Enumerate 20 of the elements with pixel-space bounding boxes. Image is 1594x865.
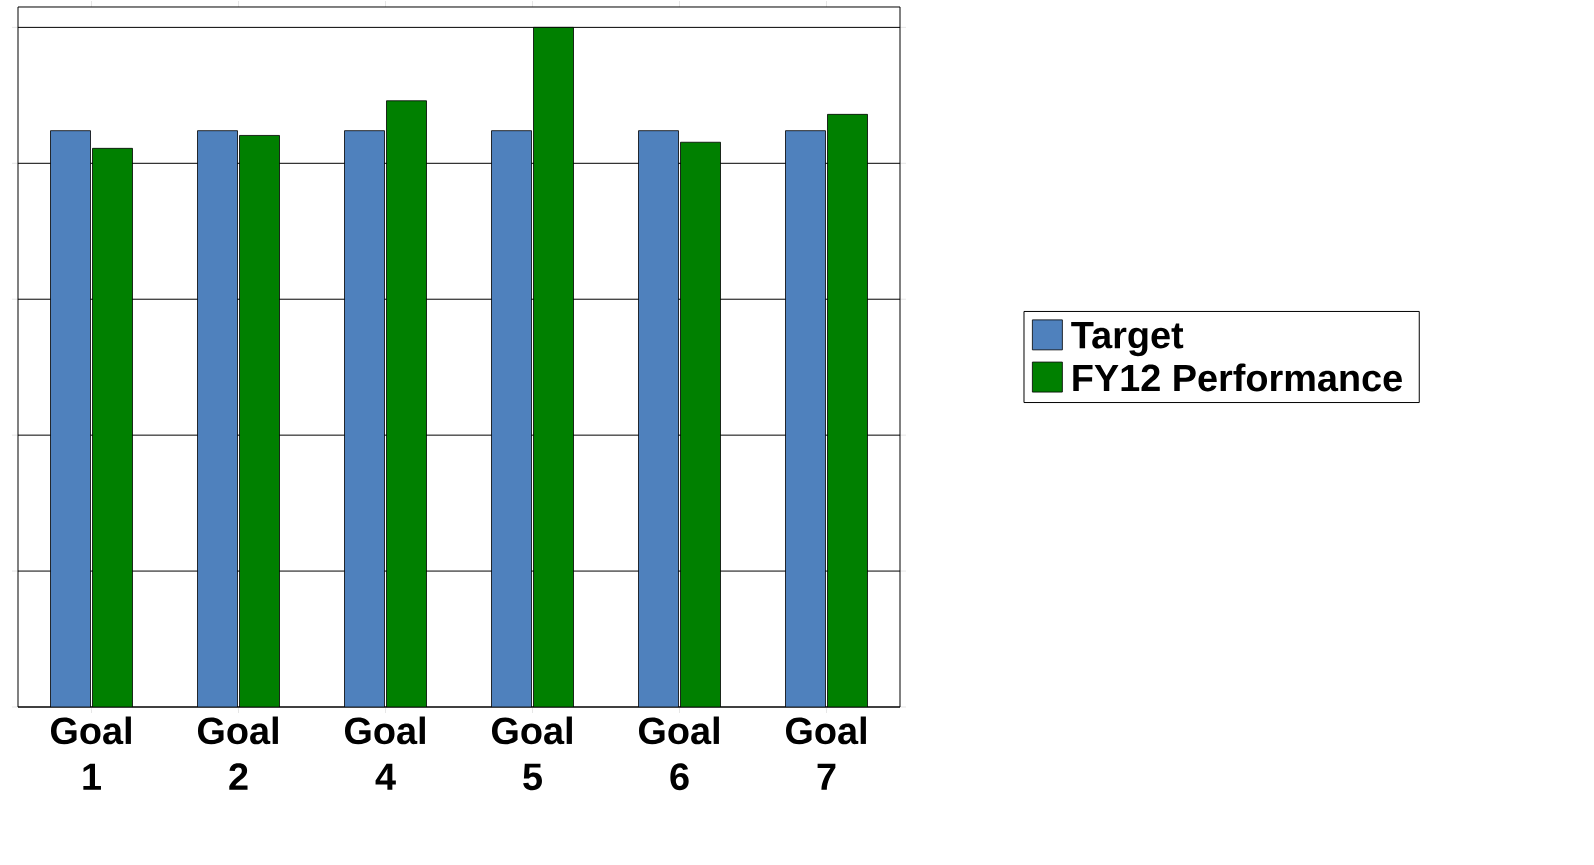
bar [638, 130, 679, 707]
bar [92, 147, 133, 707]
bar [386, 100, 427, 707]
legend-label: FY12 Performance [1073, 363, 1402, 392]
x-tick-label: Goal 2 [197, 716, 278, 790]
bar [344, 130, 385, 707]
x-tick-label: Goal 7 [785, 716, 866, 790]
x-tick-label: Goal 6 [638, 716, 719, 791]
bar [491, 130, 532, 707]
x-tick-label: Goal 5 [491, 716, 572, 791]
bar [680, 141, 721, 707]
bar [50, 130, 91, 707]
bar [785, 130, 826, 707]
bar [239, 135, 280, 707]
bar [197, 130, 238, 707]
bar [533, 26, 574, 707]
legend-label: Target [1071, 322, 1184, 357]
x-tick-label: Goal 1 [50, 716, 131, 790]
x-tick-label: Goal 4 [344, 716, 425, 790]
bar [827, 113, 868, 707]
